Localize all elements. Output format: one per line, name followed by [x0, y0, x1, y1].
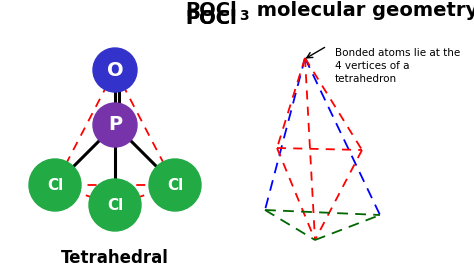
Text: Cl: Cl: [47, 177, 63, 192]
Text: 3: 3: [239, 9, 249, 23]
Circle shape: [149, 159, 201, 211]
Text: POCl: POCl: [185, 9, 237, 28]
Text: Cl: Cl: [107, 197, 123, 213]
Text: Tetrahedral: Tetrahedral: [61, 249, 169, 267]
Text: Bonded atoms lie at the
4 vertices of a
tetrahedron: Bonded atoms lie at the 4 vertices of a …: [335, 48, 460, 84]
Circle shape: [29, 159, 81, 211]
Text: O: O: [107, 60, 123, 79]
Text: molecular geometry: molecular geometry: [250, 1, 474, 20]
Text: POCl: POCl: [185, 9, 237, 28]
Text: POCl: POCl: [185, 1, 237, 20]
Text: P: P: [108, 116, 122, 134]
Circle shape: [89, 179, 141, 231]
Circle shape: [93, 48, 137, 92]
Text: Cl: Cl: [167, 177, 183, 192]
Circle shape: [93, 103, 137, 147]
